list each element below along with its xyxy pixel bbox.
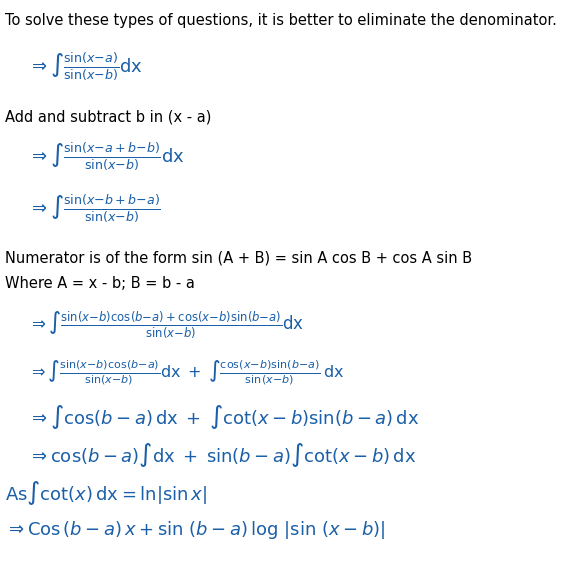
- Text: $\Rightarrow\int\frac{\sin(x{-}a + b{-}b)}{\sin(x{-}b)}\mathrm{dx}$: $\Rightarrow\int\frac{\sin(x{-}a + b{-}b…: [28, 141, 185, 173]
- Text: Numerator is of the form sin (A + B) = sin A cos B + cos A sin B: Numerator is of the form sin (A + B) = s…: [5, 250, 472, 266]
- Text: $\Rightarrow \mathrm{Cos}\,(b - a)\,x + \sin\,(b - a)\,\log\,|\sin\,(x - b)|$: $\Rightarrow \mathrm{Cos}\,(b - a)\,x + …: [5, 519, 385, 541]
- Text: Where A = x - b; B = b - a: Where A = x - b; B = b - a: [5, 276, 195, 290]
- Text: $\Rightarrow\int\frac{\sin(x{-}b)\cos(b{-}a) + \cos(x{-}b)\sin(b{-}a)}{\sin(x{-}: $\Rightarrow\int\frac{\sin(x{-}b)\cos(b{…: [28, 310, 304, 341]
- Text: $\Rightarrow\int\frac{\sin(x{-}b + b{-}a)}{\sin(x{-}b)}$: $\Rightarrow\int\frac{\sin(x{-}b + b{-}a…: [28, 193, 161, 225]
- Text: To solve these types of questions, it is better to eliminate the denominator.: To solve these types of questions, it is…: [5, 12, 557, 28]
- Text: $\Rightarrow\int\frac{\sin(x{-}b)\cos(b{-}a)}{\sin(x{-}b)}\mathrm{dx} \;+\; \int: $\Rightarrow\int\frac{\sin(x{-}b)\cos(b{…: [28, 359, 345, 388]
- Text: $\mathrm{As}\int\cot(x)\,\mathrm{dx} = \ln|\sin x|$: $\mathrm{As}\int\cot(x)\,\mathrm{dx} = \…: [5, 479, 207, 507]
- Text: $\Rightarrow\int\cos(b - a)\,\mathrm{dx} \;+\; \int\cot(x - b)\sin(b - a)\,\math: $\Rightarrow\int\cos(b - a)\,\mathrm{dx}…: [28, 403, 419, 431]
- Text: $\Rightarrow\cos(b - a)\int \mathrm{dx} \;+\; \sin(b - a)\int\cot(x - b)\,\mathr: $\Rightarrow\cos(b - a)\int \mathrm{dx} …: [28, 441, 416, 469]
- Text: $\Rightarrow\int\frac{\sin(x{-}a)}{\sin(x{-}b)}\mathrm{dx}$: $\Rightarrow\int\frac{\sin(x{-}a)}{\sin(…: [28, 51, 143, 82]
- Text: Add and subtract b in (x - a): Add and subtract b in (x - a): [5, 110, 211, 124]
